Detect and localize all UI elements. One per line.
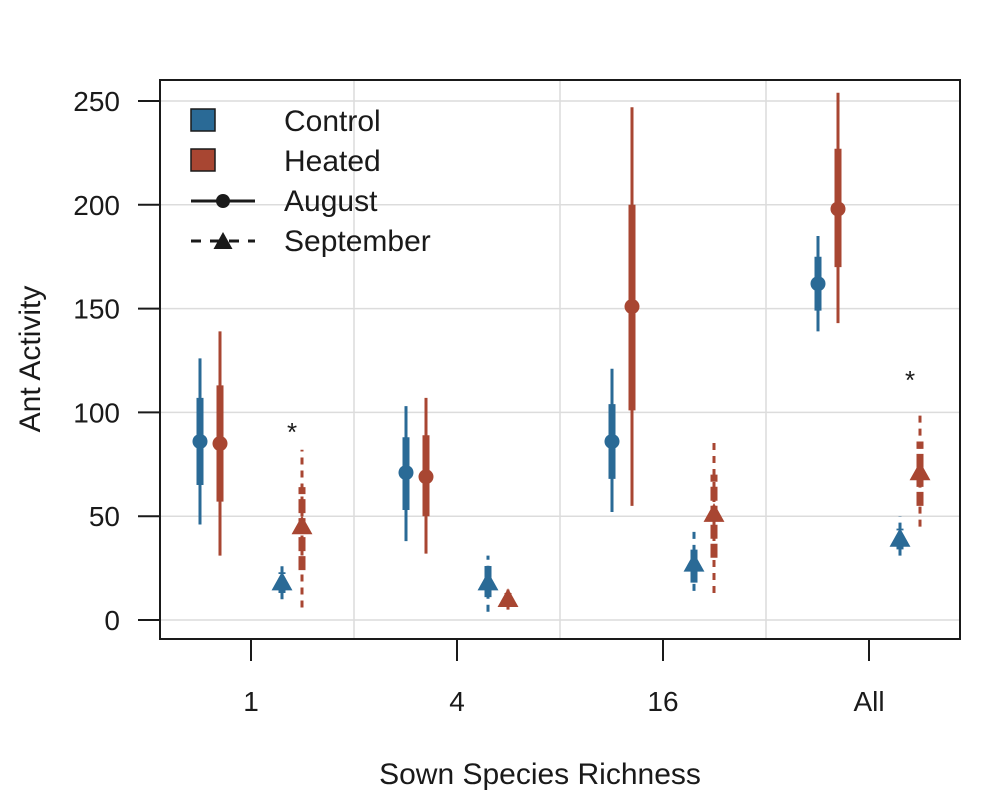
- mean-point: [212, 436, 228, 452]
- x-tick-label: 1: [243, 686, 259, 717]
- mean-point: [398, 465, 414, 481]
- legend-label: September: [284, 225, 431, 258]
- mean-point: [497, 588, 519, 607]
- y-tick-label: 250: [73, 86, 120, 117]
- mean-point: [192, 433, 208, 449]
- mean-point: [604, 433, 620, 449]
- significance-marker: *: [287, 417, 297, 447]
- y-axis-title: Ant Activity: [14, 286, 47, 433]
- mean-point: [889, 528, 911, 547]
- plot-frame: [159, 79, 961, 640]
- axes: 0 50 100 150 200 250 1 4 16 All: [73, 86, 884, 717]
- legend-marker-circle: [216, 194, 230, 208]
- legend-swatch-control: [190, 108, 216, 132]
- mean-point: [909, 461, 931, 481]
- mean-point: [291, 515, 313, 535]
- grid-lines: [160, 80, 960, 639]
- y-tick-label: 200: [73, 190, 120, 221]
- mean-point: [683, 552, 705, 572]
- mean-point: [418, 469, 434, 485]
- y-tick-label: 0: [104, 605, 120, 636]
- mean-point: [830, 201, 846, 217]
- legend-label: Control: [284, 105, 381, 138]
- y-tick-label: 100: [73, 397, 120, 428]
- legend: Control Heated August September: [190, 105, 431, 258]
- y-tick-label: 150: [73, 294, 120, 325]
- data-series: **: [192, 92, 931, 612]
- legend-marker-triangle: [213, 232, 233, 249]
- y-tick-label: 50: [89, 501, 120, 532]
- legend-label: August: [284, 185, 378, 218]
- mean-point: [477, 571, 499, 591]
- mean-point: [271, 571, 293, 591]
- legend-swatch-heated: [190, 148, 216, 172]
- significance-marker: *: [905, 365, 915, 395]
- mean-point: [810, 276, 826, 292]
- x-tick-label: All: [853, 686, 884, 717]
- legend-label: Heated: [284, 145, 381, 178]
- x-tick-label: 16: [647, 686, 678, 717]
- mean-point: [624, 299, 640, 315]
- x-axis-title: Sown Species Richness: [379, 758, 701, 791]
- x-tick-label: 4: [449, 686, 465, 717]
- mean-point: [703, 503, 725, 522]
